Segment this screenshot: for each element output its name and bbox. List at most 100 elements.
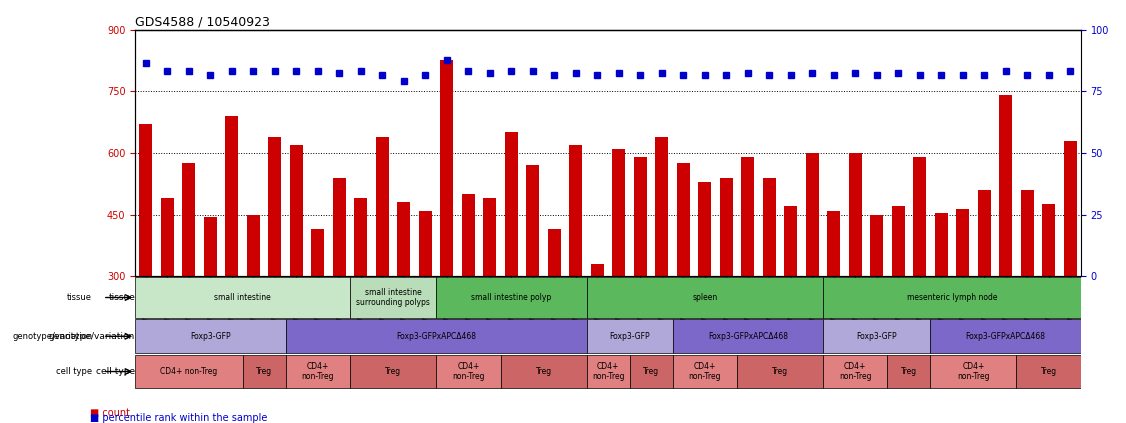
Bar: [999, 96, 1012, 400]
Bar: [140, 124, 152, 400]
Bar: [828, 211, 840, 400]
Bar: [1043, 204, 1055, 400]
FancyBboxPatch shape: [242, 354, 286, 388]
Bar: [462, 194, 475, 400]
Bar: [849, 153, 861, 400]
Bar: [741, 157, 754, 400]
Text: Treg: Treg: [256, 367, 272, 376]
Bar: [182, 163, 195, 400]
Text: Foxp3-GFPxAPCΔ468: Foxp3-GFPxAPCΔ468: [396, 332, 476, 341]
Text: small intestine: small intestine: [214, 293, 271, 302]
FancyBboxPatch shape: [930, 354, 1017, 388]
FancyBboxPatch shape: [135, 277, 350, 318]
Bar: [526, 165, 539, 400]
Bar: [247, 215, 260, 400]
Text: tissue: tissue: [108, 293, 135, 302]
Bar: [1021, 190, 1034, 400]
FancyBboxPatch shape: [286, 354, 350, 388]
Bar: [677, 163, 690, 400]
Bar: [312, 229, 324, 400]
Bar: [785, 206, 797, 400]
Text: Foxp3-GFPxAPCΔ468: Foxp3-GFPxAPCΔ468: [708, 332, 788, 341]
Bar: [225, 116, 239, 400]
FancyBboxPatch shape: [286, 319, 587, 353]
Text: Foxp3-GFPxAPCΔ468: Foxp3-GFPxAPCΔ468: [966, 332, 1046, 341]
Text: GDS4588 / 10540923: GDS4588 / 10540923: [135, 16, 270, 28]
Text: Treg: Treg: [643, 367, 659, 376]
Bar: [1064, 140, 1076, 400]
Text: ■ count: ■ count: [90, 408, 131, 418]
Bar: [892, 206, 904, 400]
FancyBboxPatch shape: [672, 354, 738, 388]
Bar: [870, 215, 883, 400]
Bar: [591, 264, 604, 400]
Bar: [333, 178, 346, 400]
Text: small intestine polyp: small intestine polyp: [471, 293, 552, 302]
FancyBboxPatch shape: [587, 277, 823, 318]
FancyBboxPatch shape: [930, 319, 1081, 353]
FancyBboxPatch shape: [436, 277, 587, 318]
Text: Treg: Treg: [536, 367, 552, 376]
Bar: [289, 145, 303, 400]
Text: small intestine
surrounding polyps: small intestine surrounding polyps: [356, 288, 430, 307]
Bar: [376, 137, 388, 400]
Bar: [655, 137, 668, 400]
Text: ■ percentile rank within the sample: ■ percentile rank within the sample: [90, 413, 268, 423]
FancyBboxPatch shape: [436, 354, 501, 388]
Text: Foxp3-GFP: Foxp3-GFP: [609, 332, 650, 341]
Text: spleen: spleen: [692, 293, 717, 302]
Text: Treg: Treg: [772, 367, 788, 376]
Bar: [440, 60, 454, 400]
FancyBboxPatch shape: [823, 319, 930, 353]
Text: CD4+
non-Treg: CD4+ non-Treg: [452, 362, 484, 381]
FancyBboxPatch shape: [738, 354, 823, 388]
Bar: [397, 202, 410, 400]
Text: CD4+ non-Treg: CD4+ non-Treg: [160, 367, 217, 376]
Bar: [548, 229, 561, 400]
FancyBboxPatch shape: [587, 319, 672, 353]
Bar: [634, 157, 646, 400]
Bar: [268, 137, 282, 400]
Text: tissue: tissue: [68, 293, 92, 302]
FancyBboxPatch shape: [350, 277, 436, 318]
FancyBboxPatch shape: [135, 319, 286, 353]
FancyBboxPatch shape: [672, 319, 823, 353]
Bar: [935, 213, 948, 400]
Text: Treg: Treg: [385, 367, 401, 376]
Text: genotype/variation: genotype/variation: [48, 332, 135, 341]
Bar: [698, 182, 712, 400]
Bar: [570, 145, 582, 400]
Text: CD4+
non-Treg: CD4+ non-Treg: [688, 362, 721, 381]
Text: Foxp3-GFP: Foxp3-GFP: [857, 332, 897, 341]
FancyBboxPatch shape: [1017, 354, 1081, 388]
Bar: [762, 178, 776, 400]
FancyBboxPatch shape: [823, 354, 887, 388]
Bar: [204, 217, 217, 400]
FancyBboxPatch shape: [823, 277, 1081, 318]
Bar: [913, 157, 927, 400]
Text: Treg: Treg: [1040, 367, 1057, 376]
Bar: [483, 198, 497, 400]
Bar: [161, 198, 173, 400]
Bar: [504, 132, 518, 400]
Bar: [956, 209, 969, 400]
Text: CD4+
non-Treg: CD4+ non-Treg: [302, 362, 334, 381]
Bar: [720, 178, 733, 400]
Text: Treg: Treg: [901, 367, 917, 376]
FancyBboxPatch shape: [629, 354, 672, 388]
FancyBboxPatch shape: [135, 354, 242, 388]
Bar: [613, 149, 625, 400]
FancyBboxPatch shape: [350, 354, 436, 388]
Bar: [419, 211, 431, 400]
FancyBboxPatch shape: [587, 354, 629, 388]
Bar: [806, 153, 819, 400]
Text: genotype/variation: genotype/variation: [12, 332, 92, 341]
Text: mesenteric lymph node: mesenteric lymph node: [906, 293, 998, 302]
Bar: [977, 190, 991, 400]
Text: cell type: cell type: [56, 367, 92, 376]
FancyBboxPatch shape: [887, 354, 930, 388]
Text: CD4+
non-Treg: CD4+ non-Treg: [592, 362, 624, 381]
Bar: [355, 198, 367, 400]
Text: CD4+
non-Treg: CD4+ non-Treg: [839, 362, 872, 381]
Text: CD4+
non-Treg: CD4+ non-Treg: [957, 362, 990, 381]
